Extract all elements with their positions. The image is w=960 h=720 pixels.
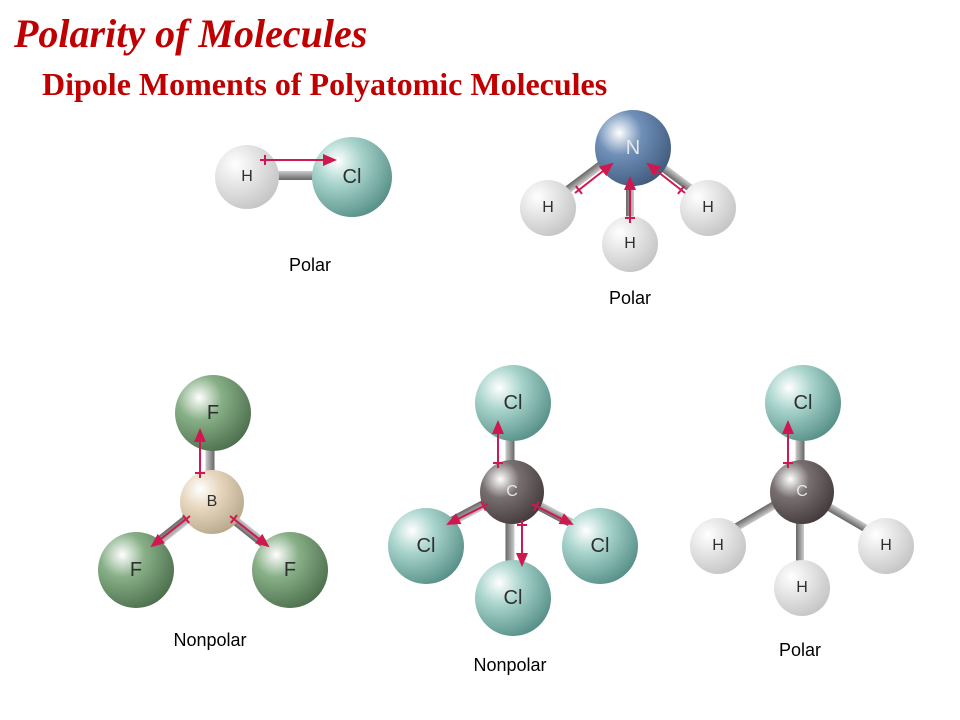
atom-h: H [774,560,830,616]
atom-f: F [252,532,328,608]
atom-f: F [98,532,174,608]
page-title: Polarity of Molecules [14,10,367,57]
atom-c: C [770,460,834,524]
atom-h: H [858,518,914,574]
molecule-bf3: BF F F Nonpolar [80,370,340,680]
atom-cl: Cl [312,137,392,217]
atom-h: H [602,216,658,272]
atom-h: H [690,518,746,574]
atom-b: B [180,470,244,534]
atom-cl: Cl [388,508,464,584]
atom-cl: Cl [475,560,551,636]
atom-cl: Cl [765,365,841,441]
molecule-caption: Polar [190,255,430,276]
page-subtitle: Dipole Moments of Polyatomic Molecules [42,66,607,103]
molecule-caption: Nonpolar [80,630,340,651]
molecule-hcl: H Cl Polar [190,120,430,320]
molecule-ccl4: CClClClClNonpolar [370,360,650,680]
atom-h: H [680,180,736,236]
dipole-arrow [190,120,430,320]
atom-h: H [215,145,279,209]
atom-cl: Cl [475,365,551,441]
molecule-caption: Nonpolar [370,655,650,676]
molecule-caption: Polar [660,640,940,661]
molecule-nh3: NHHHPolar [500,108,760,328]
atom-n: N [595,110,671,186]
atom-f: F [175,375,251,451]
atom-h: H [520,180,576,236]
atom-cl: Cl [562,508,638,584]
molecule-ch3cl: CClHHHPolar [660,360,940,680]
atom-c: C [480,460,544,524]
molecule-caption: Polar [500,288,760,309]
